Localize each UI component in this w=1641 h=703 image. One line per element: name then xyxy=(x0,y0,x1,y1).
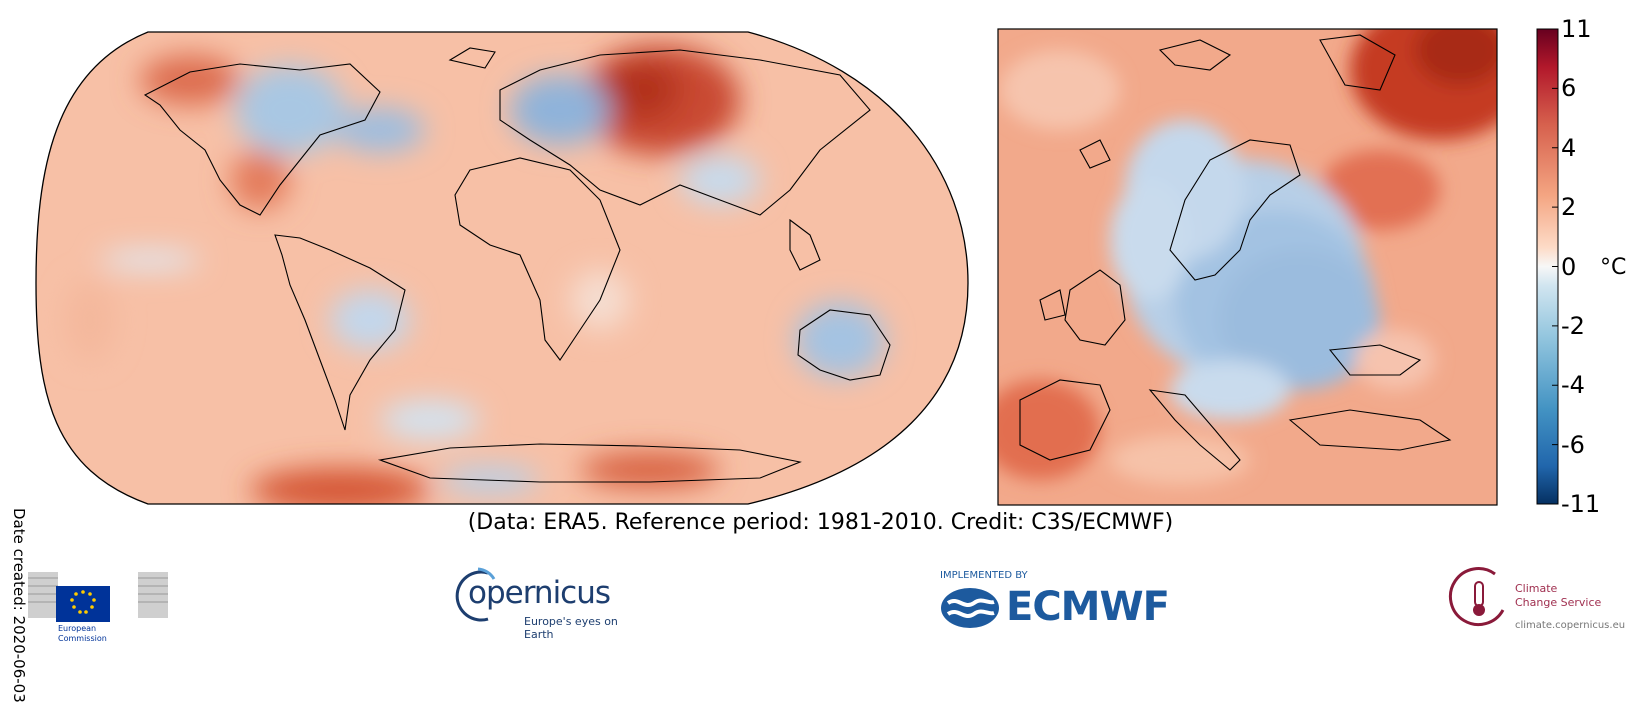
c3s-line2: Change Service xyxy=(1515,596,1602,609)
climate-change-service-logo: Climate Change Service climate.copernicu… xyxy=(1447,566,1637,640)
copernicus-wordmark: opernicus xyxy=(468,575,611,611)
colorbar-tick-label: -6 xyxy=(1561,430,1585,459)
european-commission-logo: European Commission xyxy=(28,562,168,648)
c3s-line1: Climate xyxy=(1515,582,1558,595)
global-map xyxy=(35,31,969,505)
global-anomaly-field xyxy=(65,45,885,504)
colorbar-unit: °C xyxy=(1600,255,1627,280)
maps-figure xyxy=(35,28,1559,506)
c3s-url: climate.copernicus.eu xyxy=(1515,620,1626,631)
ecmwf-implemented-by: IMPLEMENTED BY xyxy=(940,570,1028,581)
europe-map-frame xyxy=(997,28,1498,506)
global-map-background xyxy=(36,32,968,504)
colorbar-tick-label: 11 xyxy=(1561,15,1592,43)
colorbar-tick-label: 6 xyxy=(1561,74,1577,103)
copernicus-c-icon xyxy=(455,567,496,622)
colorbar-tick-label: 2 xyxy=(1561,193,1577,222)
ec-building-icon xyxy=(28,572,168,622)
colorbar-tick-label: -2 xyxy=(1561,311,1585,340)
colorbar-tick-label: -4 xyxy=(1561,371,1585,400)
ecmwf-wave-icon xyxy=(941,588,999,628)
ecmwf-wordmark: ECMWF xyxy=(1006,584,1170,630)
europe-map xyxy=(997,28,1498,506)
global-coastlines xyxy=(143,47,891,483)
ec-text: European Commission xyxy=(58,624,107,643)
copernicus-tagline: Europe's eyes on Earth xyxy=(524,615,618,641)
europe-anomaly-field xyxy=(998,29,1497,485)
thermometer-icon xyxy=(1448,567,1505,627)
credit-line: (Data: ERA5. Reference period: 1981-2010… xyxy=(467,510,1174,535)
ecmwf-logo: IMPLEMENTED BY ECMWF xyxy=(938,568,1188,636)
colorbar-tick-label: 0 xyxy=(1561,252,1577,281)
colorbar xyxy=(1536,28,1559,505)
colorbar-tick-label: 4 xyxy=(1561,133,1577,162)
copernicus-logo: opernicus Europe's eyes on Earth xyxy=(448,565,638,641)
europe-coastlines xyxy=(1019,34,1452,471)
colorbar-tick-label: -11 xyxy=(1561,490,1601,518)
date-created-label: Date created: 2020-06-03 xyxy=(10,508,28,703)
global-map-frame xyxy=(35,31,969,505)
